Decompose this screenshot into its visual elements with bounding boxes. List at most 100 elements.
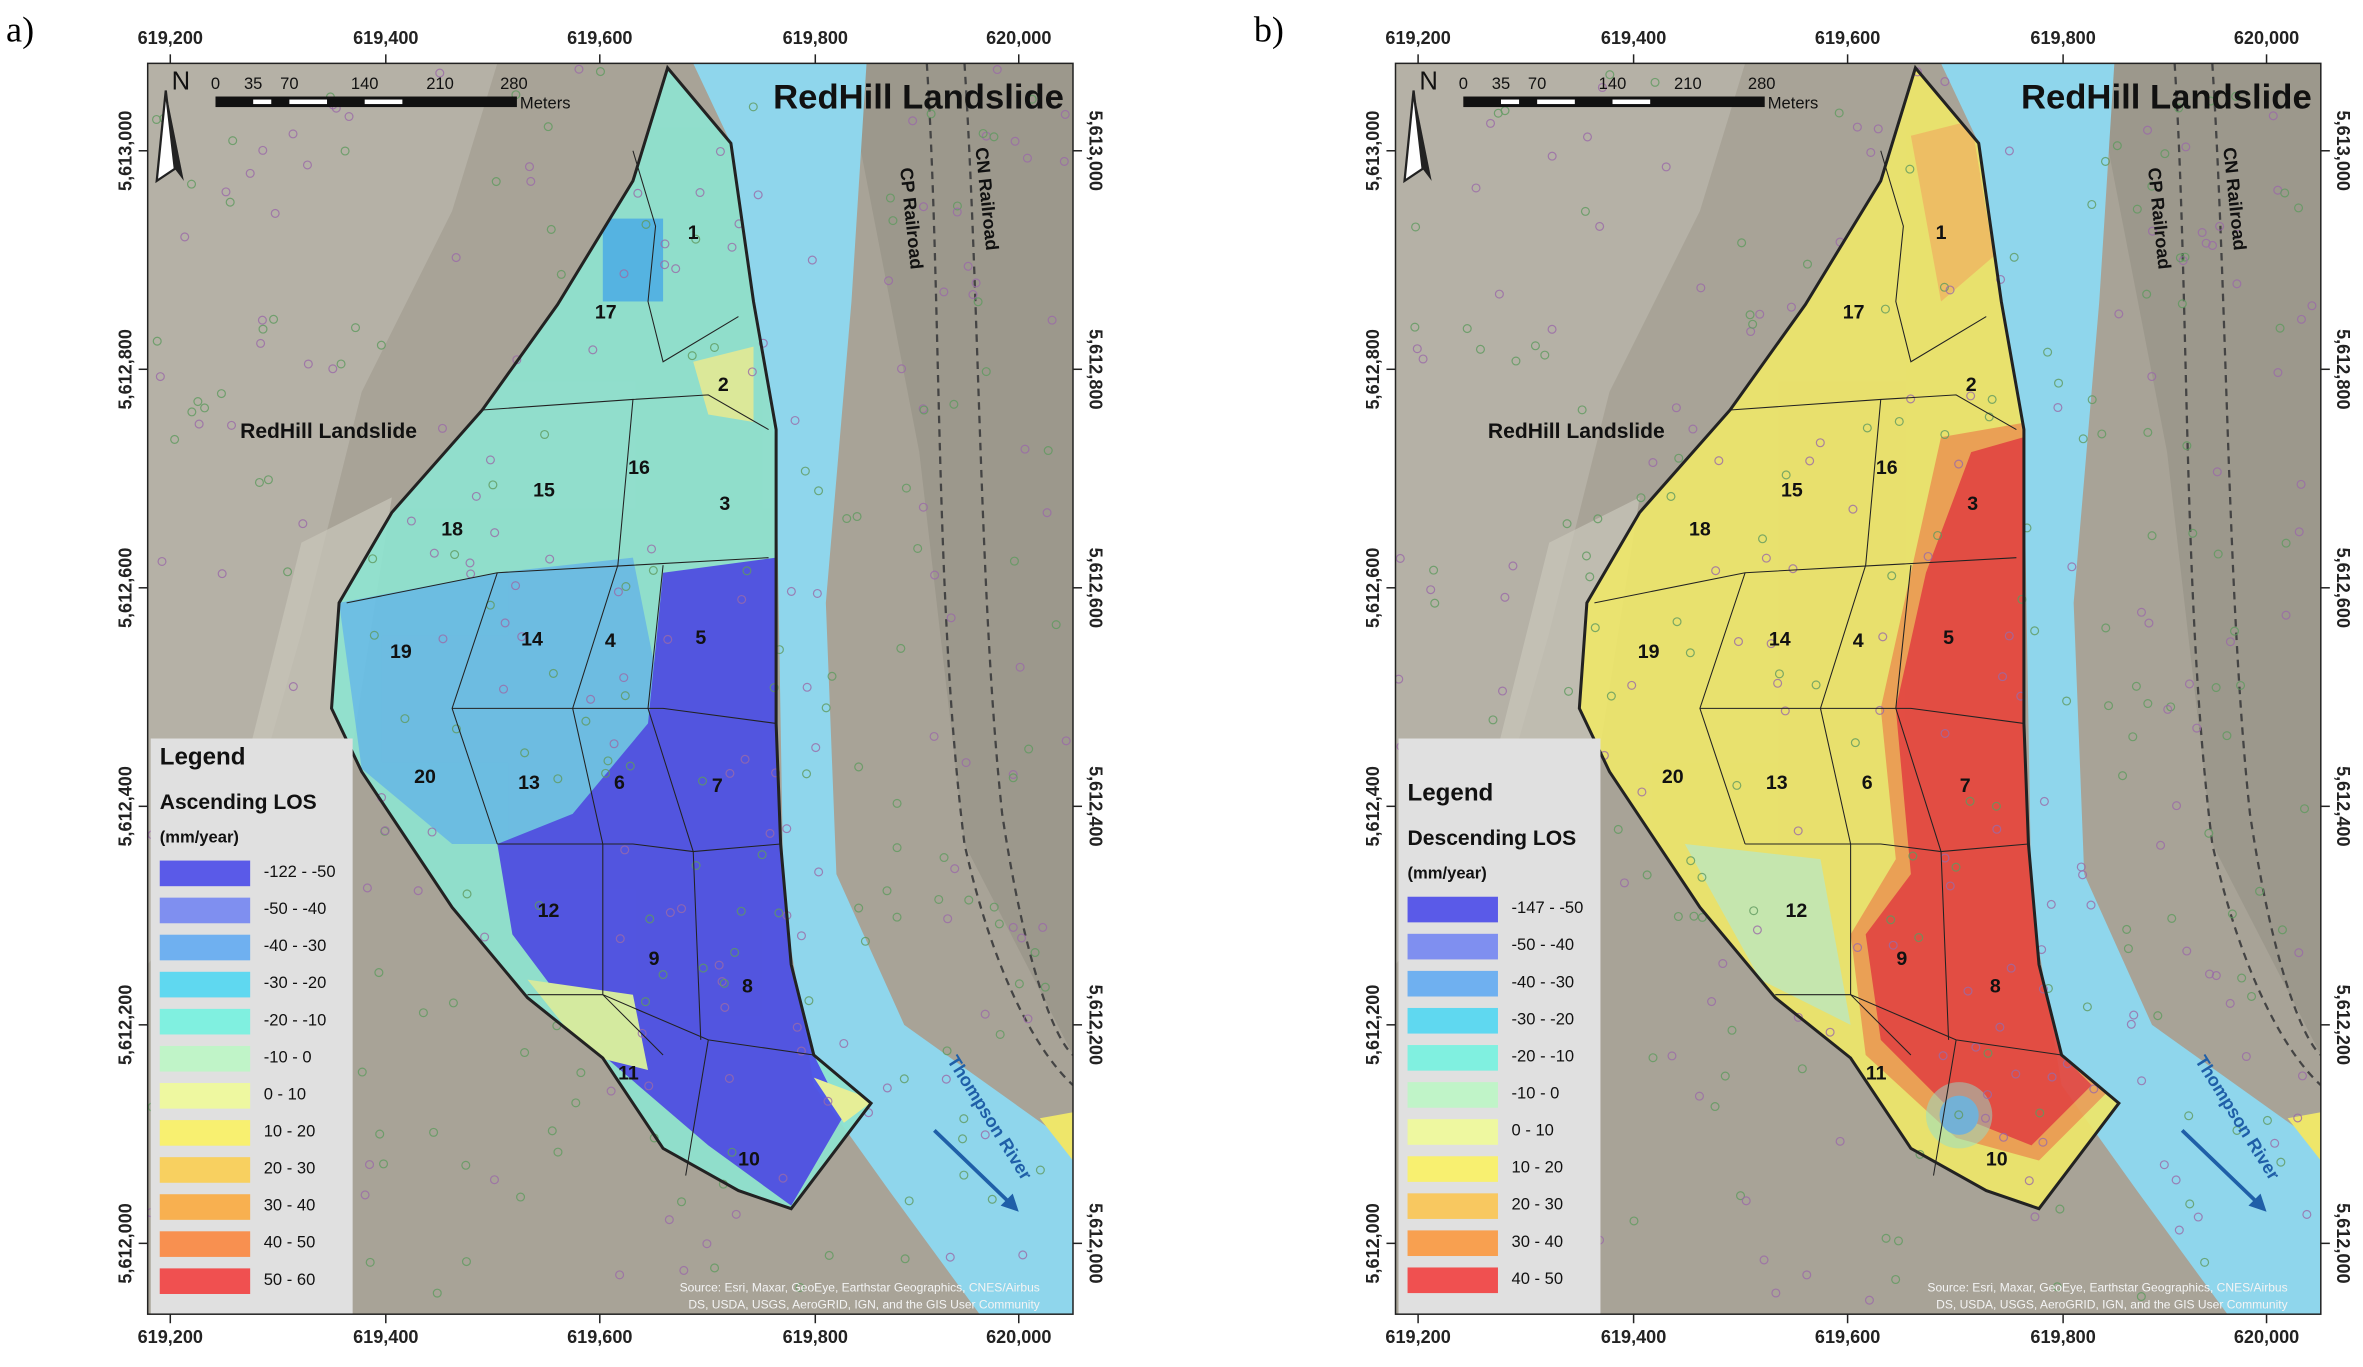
ps-point bbox=[1686, 856, 1696, 866]
zone-label: 15 bbox=[533, 480, 555, 502]
ps-point bbox=[2185, 1199, 2195, 1209]
ps-point bbox=[1945, 285, 1955, 295]
legend-swatch bbox=[1407, 1267, 1498, 1294]
ps-point bbox=[406, 516, 416, 526]
ps-point bbox=[1022, 153, 1032, 163]
ps-point bbox=[715, 146, 725, 157]
legend-units: (mm/year) bbox=[160, 827, 239, 846]
zone-label: 4 bbox=[605, 630, 616, 652]
ps-point bbox=[1685, 648, 1695, 658]
x-tick-label: 619,600 bbox=[567, 28, 632, 48]
ps-point bbox=[254, 477, 264, 488]
ps-point bbox=[2089, 1084, 2099, 1094]
y-tick-label: 5,612,800 bbox=[1363, 329, 1383, 409]
ps-point bbox=[1720, 1071, 1730, 1081]
x-tick-label: 619,200 bbox=[1385, 1327, 1450, 1347]
ps-point bbox=[350, 323, 361, 333]
ps-point bbox=[2300, 804, 2310, 814]
ps-point bbox=[1939, 282, 1949, 292]
ps-point bbox=[1951, 862, 1961, 872]
ps-point bbox=[1965, 796, 1975, 806]
zone-label: 9 bbox=[649, 948, 660, 970]
ps-point bbox=[1793, 1012, 1803, 1022]
ps-point bbox=[2296, 314, 2306, 324]
legend-label: -122 - -50 bbox=[264, 862, 336, 881]
ps-point bbox=[2055, 1204, 2065, 1214]
ps-point bbox=[553, 774, 563, 784]
ps-point bbox=[155, 372, 165, 382]
legend-label: 0 - 10 bbox=[1512, 1121, 1554, 1140]
ps-point bbox=[1426, 585, 1436, 595]
ps-point bbox=[2137, 1076, 2147, 1086]
ps-point bbox=[2192, 723, 2202, 733]
ps-point bbox=[987, 1194, 997, 1204]
zone-label: 5 bbox=[695, 627, 706, 649]
ps-point bbox=[427, 827, 437, 837]
ps-point bbox=[790, 415, 800, 425]
zone-label: 8 bbox=[1990, 975, 2001, 997]
ps-point bbox=[2132, 204, 2142, 214]
ps-point bbox=[892, 798, 902, 808]
ps-point bbox=[901, 483, 911, 493]
ps-point bbox=[1850, 738, 1860, 748]
ps-point bbox=[1933, 530, 1943, 540]
zone-label: 7 bbox=[712, 775, 723, 797]
ps-point bbox=[2213, 549, 2223, 559]
ps-point bbox=[1732, 780, 1742, 790]
ps-point bbox=[1637, 787, 1647, 797]
place-label: RedHill Landslide bbox=[240, 420, 417, 443]
ps-point bbox=[748, 102, 758, 112]
zone-label: 4 bbox=[1853, 630, 1864, 652]
ps-point bbox=[1475, 344, 1485, 354]
ps-point bbox=[882, 1083, 892, 1093]
y-tick-label: 5,612,600 bbox=[115, 548, 135, 628]
ps-point bbox=[1008, 922, 1018, 932]
ps-point bbox=[619, 673, 629, 683]
ps-point bbox=[1755, 309, 1765, 319]
ps-point bbox=[1043, 446, 1053, 456]
ps-point bbox=[595, 67, 605, 77]
scale-unit: Meters bbox=[1768, 93, 1819, 112]
ps-point bbox=[1027, 94, 1037, 104]
legend-swatch bbox=[159, 934, 251, 961]
ps-point bbox=[1697, 872, 1707, 882]
ps-point bbox=[939, 853, 949, 863]
ps-point bbox=[1485, 118, 1496, 128]
x-tick-label: 619,200 bbox=[138, 1327, 203, 1347]
y-tick-label: 5,612,400 bbox=[1085, 766, 1105, 846]
ps-point bbox=[2174, 103, 2184, 113]
ps-point bbox=[882, 886, 892, 896]
ps-point bbox=[2143, 125, 2153, 135]
legend-label: -10 - 0 bbox=[264, 1047, 312, 1066]
ps-point bbox=[1590, 623, 1600, 633]
ps-point bbox=[2225, 637, 2235, 647]
ps-point bbox=[774, 908, 784, 918]
ps-point bbox=[1945, 881, 1955, 891]
ps-point bbox=[2177, 299, 2187, 309]
ps-point bbox=[216, 389, 226, 399]
ps-point bbox=[157, 556, 167, 566]
ps-point bbox=[1893, 1236, 1904, 1246]
ps-point bbox=[540, 429, 550, 440]
ps-point bbox=[2175, 253, 2185, 263]
legend-swatch bbox=[159, 1231, 251, 1257]
ps-point bbox=[1547, 324, 1557, 334]
ps-point bbox=[1014, 979, 1024, 989]
ps-point bbox=[961, 758, 971, 768]
ps-point bbox=[896, 643, 906, 653]
ps-point bbox=[283, 567, 293, 577]
y-tick-label: 5,613,000 bbox=[115, 111, 135, 191]
ps-point bbox=[1749, 906, 1759, 916]
ps-point bbox=[663, 634, 673, 644]
ps-point bbox=[942, 1046, 952, 1056]
ps-point bbox=[186, 179, 197, 189]
ps-point bbox=[1759, 1255, 1769, 1265]
x-tick-label: 619,600 bbox=[1815, 1327, 1880, 1347]
ps-point bbox=[1878, 632, 1888, 642]
ps-point bbox=[520, 748, 530, 758]
ps-point bbox=[1864, 1295, 1874, 1305]
ps-point bbox=[2030, 626, 2040, 636]
ps-point bbox=[1018, 1250, 1028, 1260]
ps-point bbox=[461, 1257, 471, 1267]
ps-point bbox=[949, 399, 959, 409]
